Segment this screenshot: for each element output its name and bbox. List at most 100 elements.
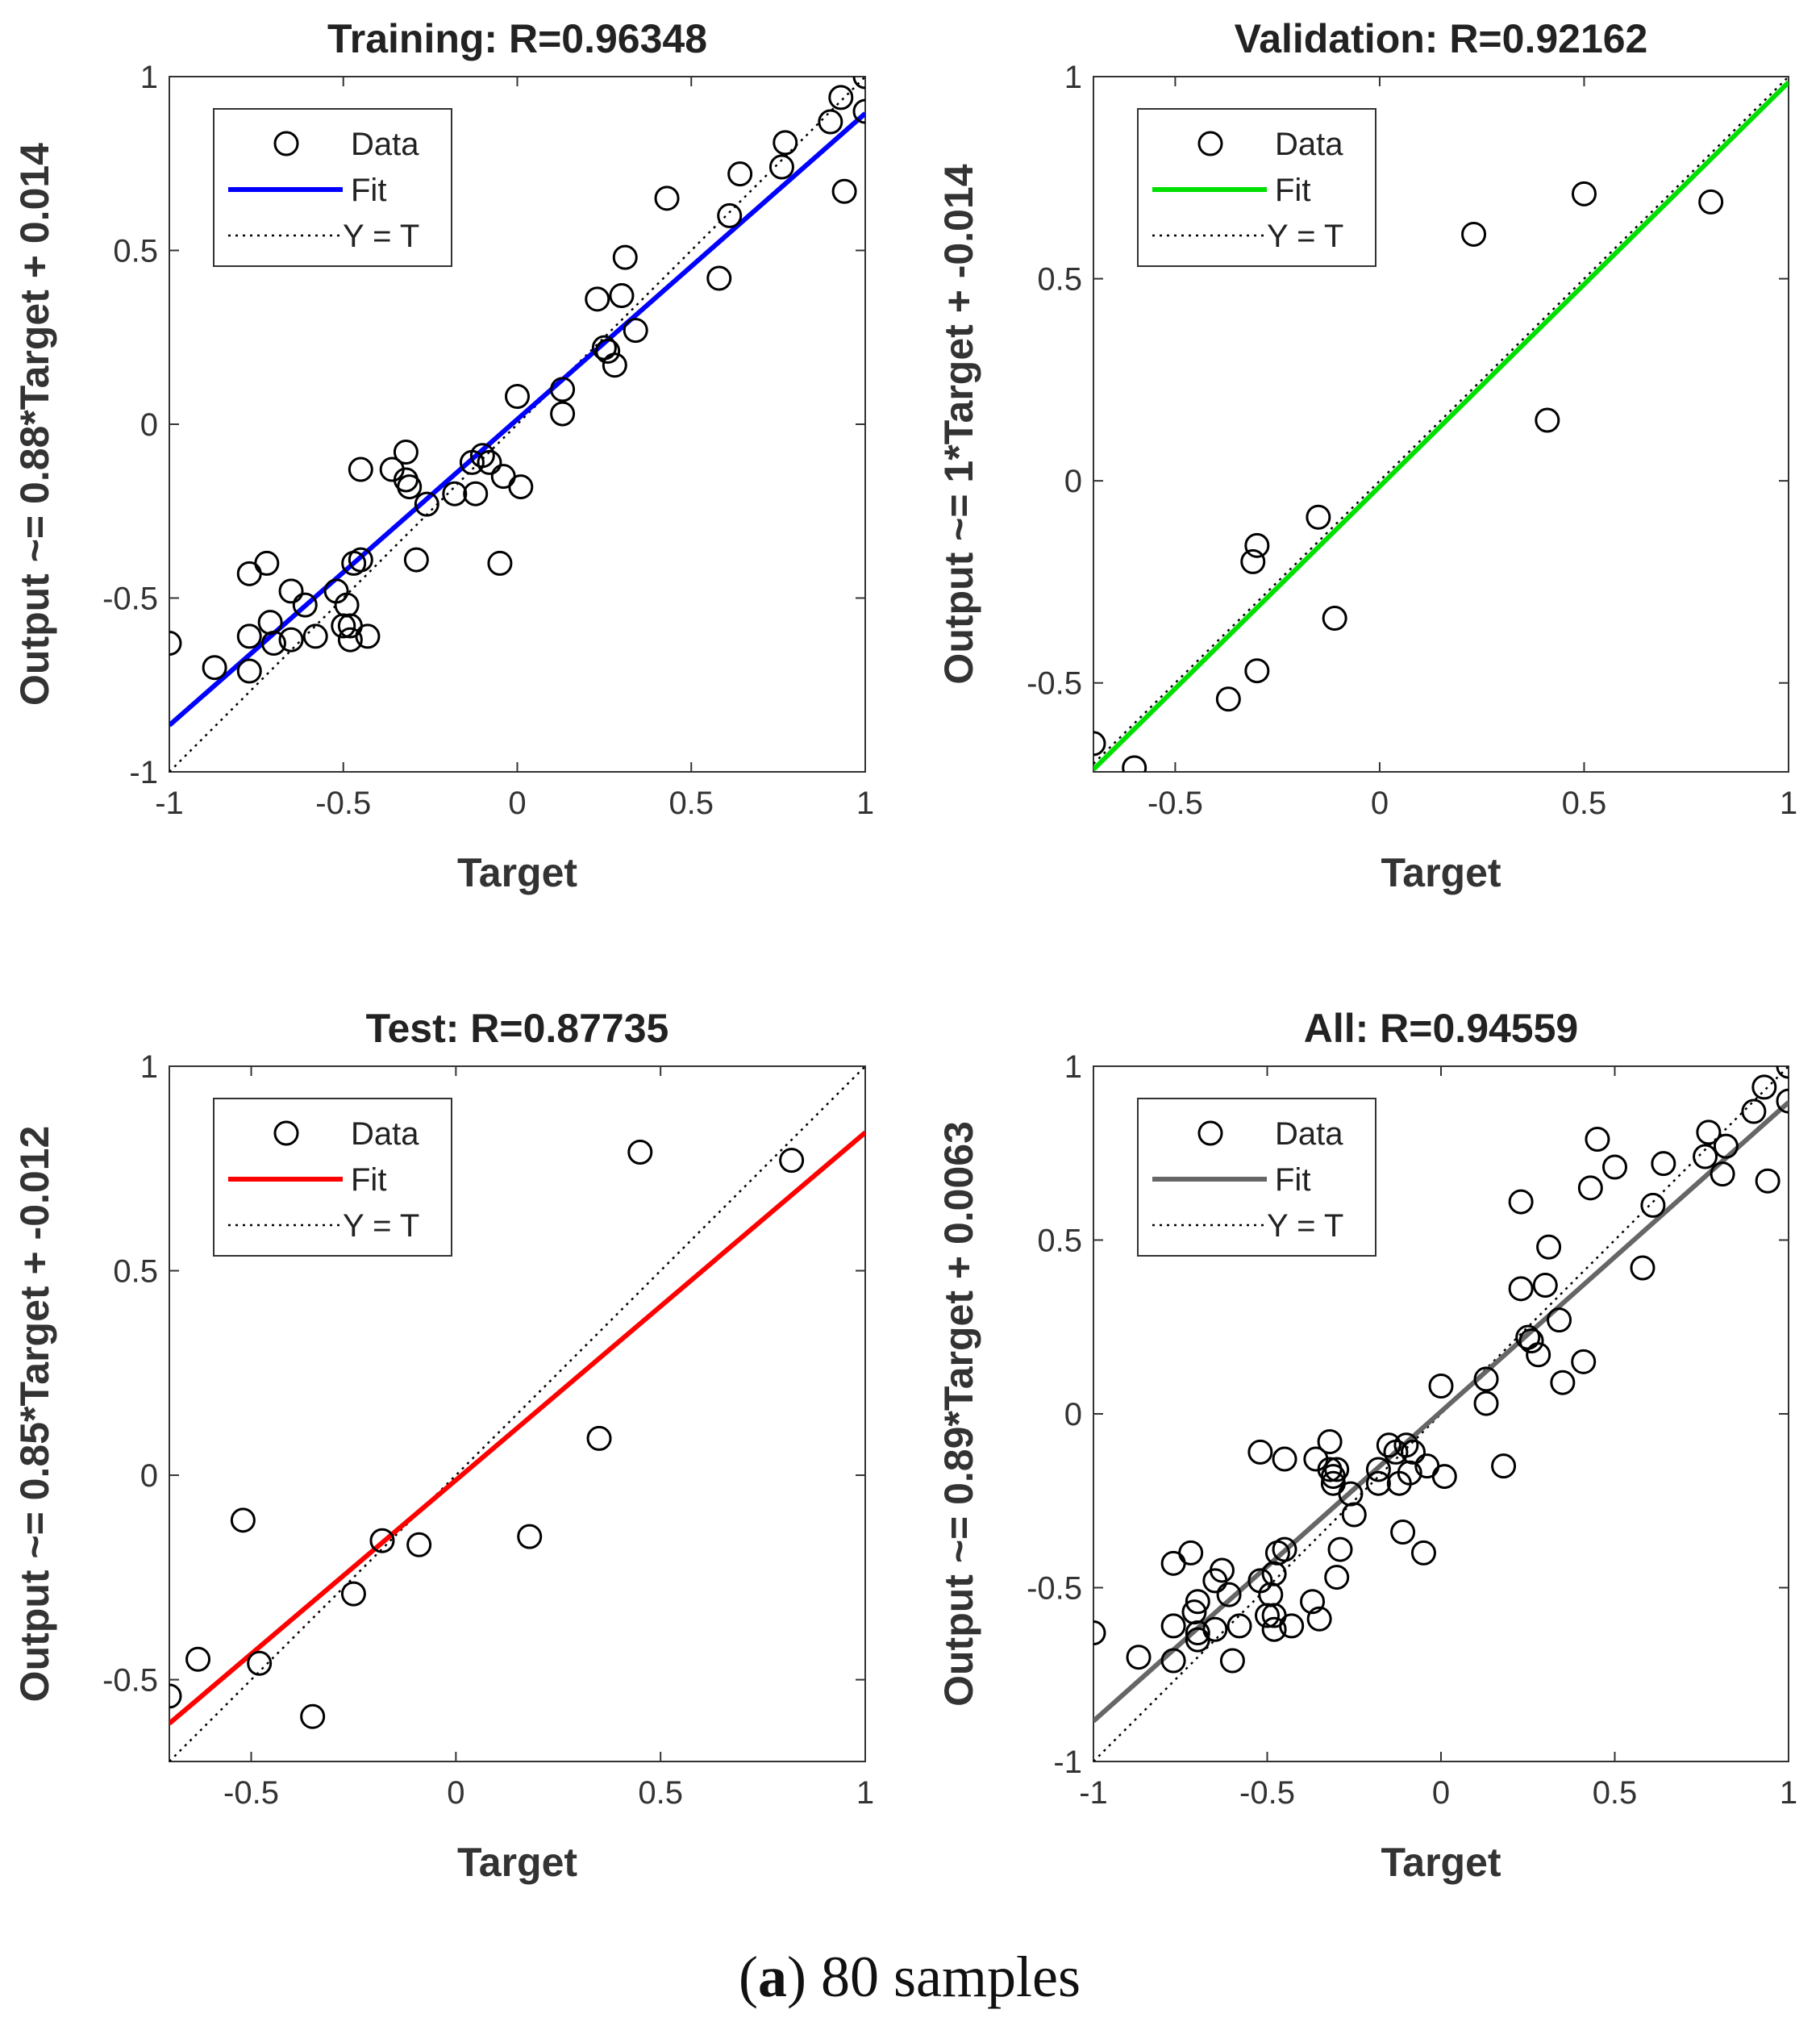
all-ytick-label: -1 bbox=[1053, 1745, 1082, 1780]
validation-data-point bbox=[1240, 548, 1266, 574]
all-xtick-label: 0.5 bbox=[1593, 1775, 1638, 1811]
all-data-point bbox=[1651, 1151, 1676, 1177]
training-data-point bbox=[717, 202, 743, 228]
training-data-point bbox=[654, 186, 680, 211]
training-data-point bbox=[609, 283, 635, 309]
validation-ytick-label: 0 bbox=[1064, 464, 1082, 499]
validation-xtick-label: 1 bbox=[1780, 786, 1797, 821]
test-panel: -0.5 0 0.5 1 -0.5 0 0.5 1 Test: R=0.87735 Target O… bbox=[12, 1006, 874, 1885]
validation-legend-yt-label: Y = T bbox=[1267, 219, 1343, 254]
training-data-point bbox=[852, 98, 865, 124]
training-title: Training: R=0.96348 bbox=[327, 16, 707, 61]
test-data-point bbox=[369, 1528, 395, 1553]
test-legend-data-label: Data bbox=[351, 1116, 419, 1152]
all-data-point bbox=[1741, 1099, 1767, 1124]
training-data-point bbox=[550, 377, 576, 402]
training-ytick-label: 0 bbox=[140, 407, 158, 443]
test-legend-yt-label: Y = T bbox=[343, 1208, 419, 1244]
training-data-point bbox=[254, 550, 280, 576]
all-panel: -1 -0.5 0 0.5 1 -1 -0.5 0 0.5 1 All: R=0.94559 Targ… bbox=[936, 1006, 1797, 1885]
all-xlabel: Target bbox=[1381, 1840, 1501, 1885]
all-data-point bbox=[1473, 1366, 1499, 1392]
training-data-point bbox=[278, 627, 304, 652]
training-legend-yt-label: Y = T bbox=[343, 219, 419, 254]
all-data-point bbox=[1272, 1446, 1297, 1472]
validation-legend-fit-label: Fit bbox=[1275, 173, 1310, 208]
validation-data-point bbox=[1215, 686, 1241, 712]
all-data-point bbox=[1320, 1470, 1346, 1496]
training-data-point bbox=[442, 481, 468, 507]
all-data-point bbox=[1365, 1470, 1391, 1496]
test-xtick-label: 0.5 bbox=[638, 1775, 683, 1811]
all-fit-line bbox=[1093, 1100, 1789, 1724]
training-data-point bbox=[348, 457, 373, 482]
all-ytick-label: 0.5 bbox=[1037, 1224, 1082, 1259]
validation-title: Validation: R=0.92162 bbox=[1235, 16, 1648, 61]
all-data-point bbox=[1272, 1536, 1297, 1562]
training-xtick-label: -1 bbox=[155, 786, 184, 821]
test-ytick-label: 0.5 bbox=[113, 1254, 158, 1290]
test-xlabel: Target bbox=[457, 1840, 577, 1885]
all-data-point bbox=[1393, 1432, 1419, 1458]
training-data-point bbox=[818, 109, 843, 135]
all-data-point bbox=[1216, 1582, 1242, 1607]
all-data-point bbox=[1324, 1457, 1350, 1482]
validation-legend-data-marker bbox=[1197, 131, 1223, 156]
all-legend-fit-label: Fit bbox=[1275, 1162, 1310, 1198]
all-ytick-label: 0 bbox=[1064, 1397, 1082, 1432]
training-xtick-label: -0.5 bbox=[315, 786, 371, 821]
training-data-point bbox=[831, 178, 857, 204]
all-legend-data-label: Data bbox=[1275, 1116, 1343, 1152]
validation-fit-line bbox=[1093, 80, 1789, 772]
all-data-point bbox=[1473, 1390, 1499, 1416]
validation-ylabel: Output ~= 1*Target + -0.014 bbox=[936, 164, 981, 684]
all-data-point bbox=[1261, 1616, 1287, 1642]
training-data-point bbox=[348, 547, 373, 573]
all-data-point bbox=[1532, 1273, 1558, 1299]
test-data-point bbox=[406, 1532, 432, 1557]
all-data-point bbox=[1776, 1088, 1789, 1114]
test-legend: Data Fit Y = T bbox=[213, 1098, 452, 1257]
training-data-point bbox=[302, 623, 328, 649]
training-xlabel: Target bbox=[457, 850, 577, 895]
all-data-point bbox=[1491, 1453, 1517, 1479]
all-data-point bbox=[1536, 1234, 1562, 1260]
all-xtick-label: -0.5 bbox=[1239, 1775, 1295, 1811]
figure-caption: (a) 80 samples bbox=[739, 1945, 1081, 2009]
training-data-point bbox=[236, 623, 262, 649]
training-xtick-label: 1 bbox=[856, 786, 874, 821]
test-data-point bbox=[247, 1650, 273, 1676]
all-data-point bbox=[1093, 1620, 1106, 1646]
caption-text: 80 samples bbox=[806, 1945, 1081, 2009]
training-data-point bbox=[623, 318, 648, 344]
caption-close-paren: ) bbox=[787, 1945, 806, 2009]
training-data-point bbox=[236, 658, 262, 684]
all-plot-area bbox=[1093, 1066, 1789, 1761]
training-data-point bbox=[169, 631, 182, 657]
training-data-point bbox=[202, 655, 227, 681]
caption-open-paren: ( bbox=[739, 1945, 758, 2009]
validation-data-point bbox=[1571, 181, 1597, 206]
validation-xtick-label: 0.5 bbox=[1562, 786, 1607, 821]
all-data-point bbox=[1327, 1536, 1353, 1562]
all-ylabel: Output ~= 0.89*Target + 0.0063 bbox=[936, 1121, 981, 1707]
test-data-point bbox=[300, 1703, 326, 1729]
all-data-point bbox=[1209, 1557, 1235, 1583]
training-data-point bbox=[397, 474, 423, 500]
all-ytick-label: 1 bbox=[1064, 1049, 1082, 1085]
all-data-point bbox=[1508, 1276, 1534, 1302]
all-xtick-label: 1 bbox=[1780, 1775, 1797, 1811]
training-data-point bbox=[487, 550, 513, 576]
validation-data-point bbox=[1698, 189, 1724, 215]
all-data-point bbox=[1160, 1648, 1186, 1674]
training-data-point bbox=[508, 474, 534, 500]
validation-yt-line bbox=[1093, 77, 1789, 765]
training-data-point bbox=[469, 443, 495, 469]
test-data-point bbox=[340, 1581, 366, 1607]
all-data-point bbox=[1306, 1606, 1332, 1632]
test-data-point bbox=[185, 1646, 211, 1672]
all-data-point bbox=[1602, 1154, 1627, 1180]
training-data-point bbox=[585, 286, 610, 312]
all-legend-data-marker bbox=[1197, 1120, 1223, 1146]
